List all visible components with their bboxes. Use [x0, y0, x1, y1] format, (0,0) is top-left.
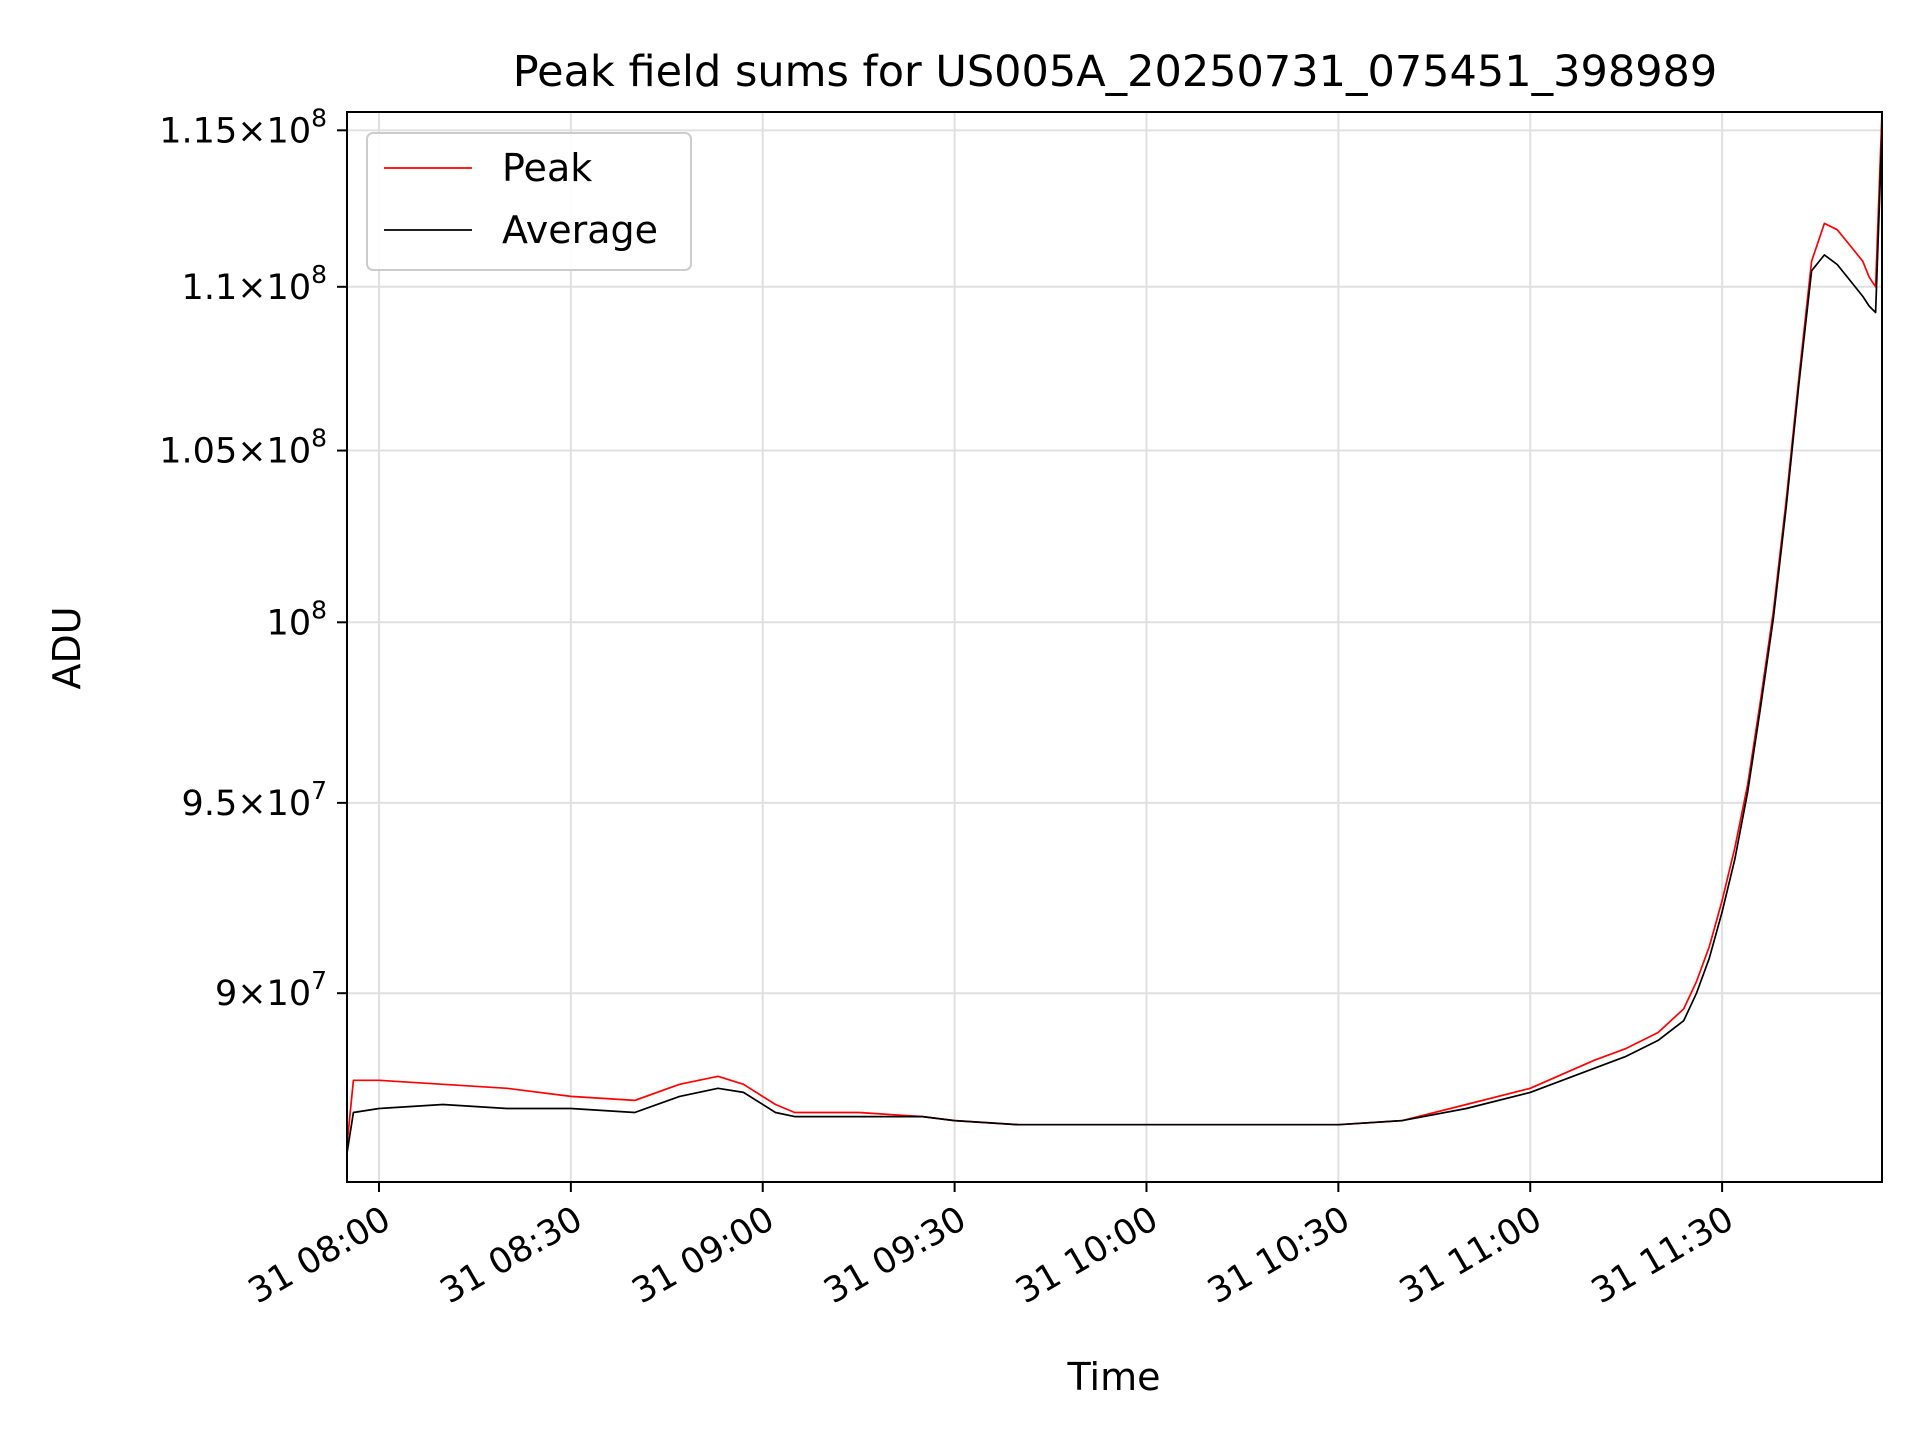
- y-tick-label: 9.5×107: [182, 776, 327, 824]
- chart-title: Peak field sums for US005A_20250731_0754…: [513, 47, 1718, 97]
- grid: [347, 112, 1882, 1182]
- legend: Peak Average: [366, 132, 692, 271]
- y-tick-label: 1.1×108: [182, 260, 327, 308]
- plot-series: [346, 111, 1883, 1154]
- series-line-peak: [346, 111, 1883, 1146]
- y-tick-label: 9×107: [215, 966, 327, 1014]
- series-line-average: [346, 130, 1883, 1154]
- y-axis-label: ADU: [45, 606, 89, 689]
- y-tick-label: 1.05×108: [159, 424, 327, 472]
- y-tick-label: 1.15×108: [159, 103, 327, 151]
- legend-label-average: Average: [502, 208, 658, 252]
- x-axis-label: Time: [1067, 1355, 1161, 1399]
- y-tick-label: 108: [267, 595, 327, 643]
- y-axis: 9×107 9.5×107 108 1.05×108 1.1×108 1.15×108: [159, 103, 347, 1014]
- legend-label-peak: Peak: [502, 146, 592, 190]
- plot-frame: [346, 111, 1883, 1183]
